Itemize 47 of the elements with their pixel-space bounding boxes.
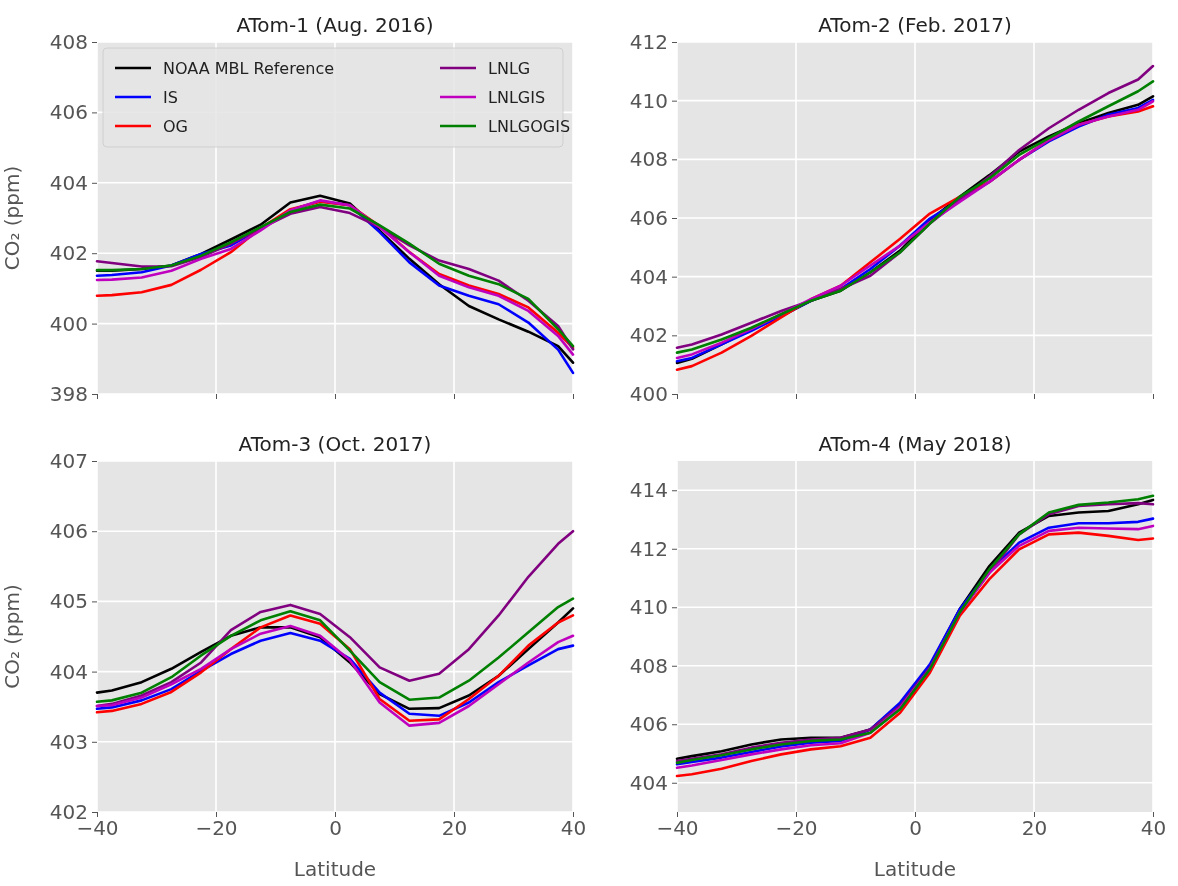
y-tick-label: 404 [49,659,88,684]
y-tick-label: 406 [629,712,668,737]
y-tick-label: 407 [49,448,88,473]
y-tick-label: 412 [629,29,668,54]
y-tick-label: 400 [629,381,668,406]
chart-title: ATom-2 (Feb. 2017) [818,13,1012,37]
legend-label: NOAA MBL Reference [163,59,335,78]
chart-title: ATom-1 (Aug. 2016) [236,13,434,37]
x-tick-label: 20 [441,816,468,841]
y-tick-label: 410 [629,595,668,620]
y-tick-label: 410 [629,88,668,113]
y-tick-label: 404 [49,170,88,195]
y-tick-label: 402 [49,241,88,266]
y-tick-label: 406 [49,100,88,125]
x-tick-label: −20 [775,816,818,841]
y-tick-label: 398 [49,381,88,406]
legend-label: LNLGIS [488,88,546,107]
chart-title: ATom-3 (Oct. 2017) [238,432,432,456]
y-tick-label: 404 [629,770,668,795]
chart-title: ATom-4 (May 2018) [818,432,1012,456]
y-axis-title: CO₂ (ppm) [0,165,24,271]
x-tick-label: 40 [560,816,587,841]
y-tick-label: 408 [629,653,668,678]
legend-label: LNLGOGIS [488,117,571,136]
x-axis-title: Latitude [293,857,377,881]
y-tick-label: 408 [49,29,88,54]
y-tick-label: 406 [49,519,88,544]
y-tick-label: 408 [629,147,668,172]
legend-label: LNLG [488,59,531,78]
x-tick-label: −40 [656,816,699,841]
y-axis-title: CO₂ (ppm) [0,584,24,689]
y-tick-label: 406 [629,205,668,230]
y-tick-label: 405 [49,589,88,614]
x-tick-label: 20 [1021,816,1048,841]
x-axis-title: Latitude [873,857,957,881]
y-tick-label: 414 [629,478,668,503]
y-tick-label: 402 [629,323,668,348]
x-tick-label: 40 [1140,816,1167,841]
legend-label: OG [163,117,188,136]
y-tick-label: 404 [629,264,668,289]
x-tick-label: 0 [329,816,342,841]
legend-label: IS [163,88,178,107]
y-tick-label: 403 [49,729,88,754]
y-tick-label: 412 [629,536,668,561]
y-tick-label: 400 [49,311,88,336]
x-tick-label: 0 [909,816,922,841]
x-tick-label: −20 [195,816,238,841]
